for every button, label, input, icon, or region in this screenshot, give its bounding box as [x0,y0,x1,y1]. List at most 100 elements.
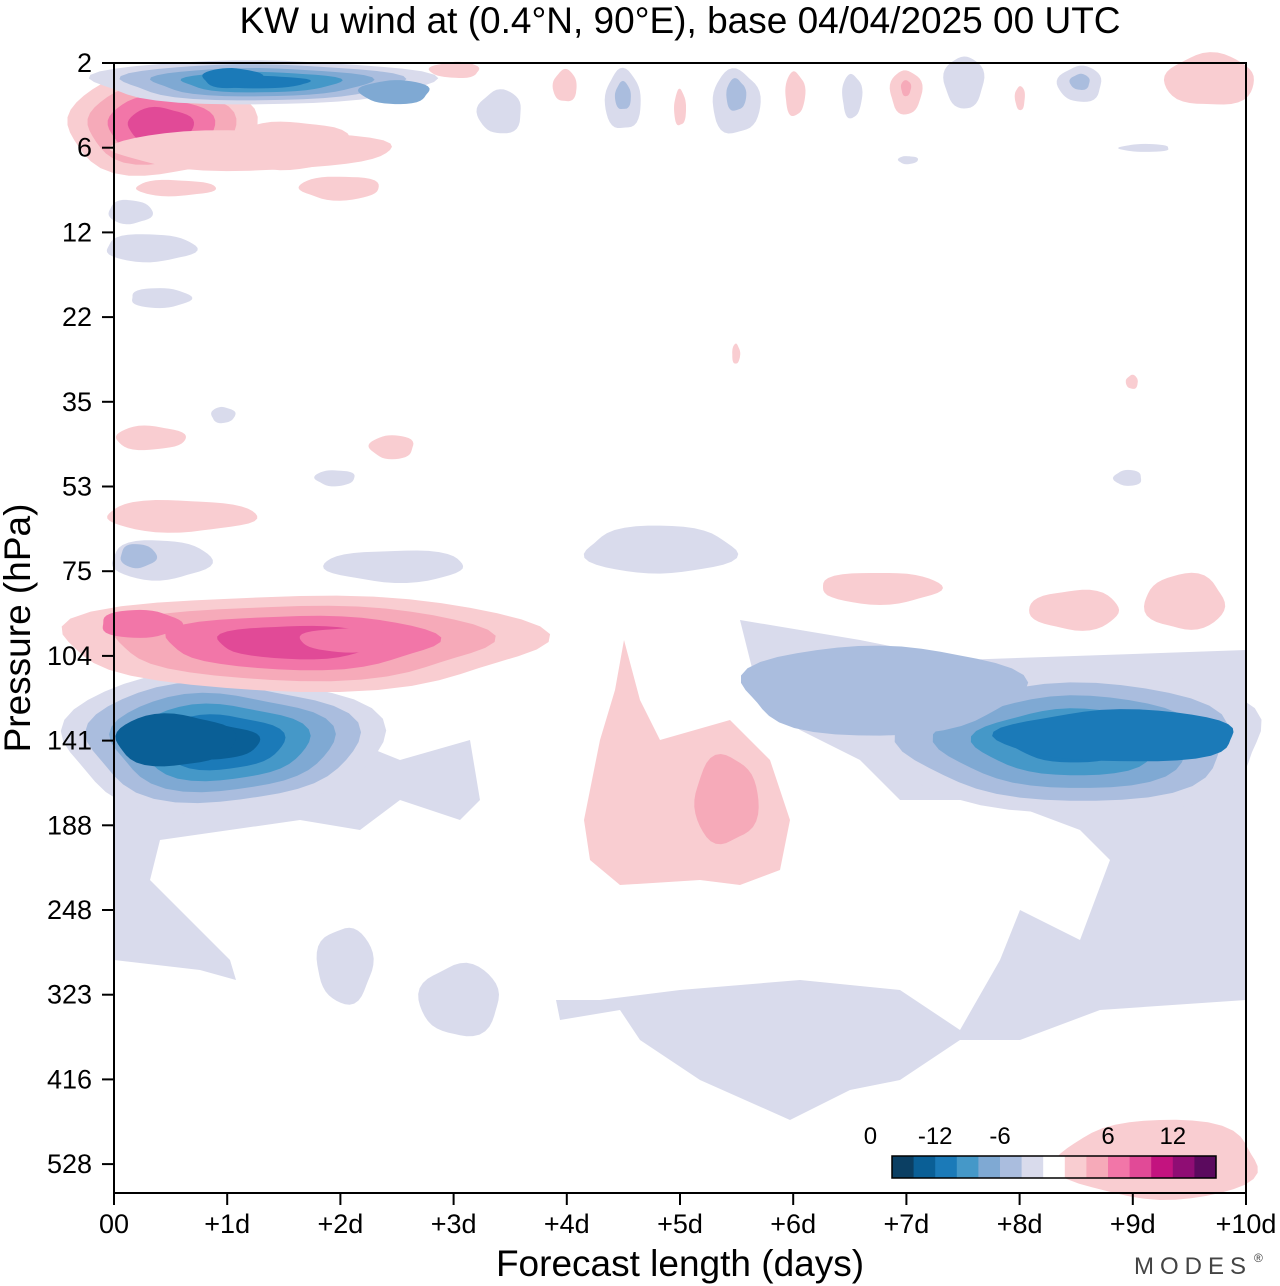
y-tick-label: 12 [62,217,92,247]
colorbar-cell [935,1156,958,1178]
colorbar-labels: -12 -6 0 6 12 [864,1123,1186,1150]
contour-blob [115,713,237,767]
contour-blob [1069,73,1090,90]
colorbar-cell [1151,1156,1174,1178]
contour-blob [842,73,863,119]
contour-blob [368,435,414,460]
colorbar-cell [1000,1156,1023,1178]
contour-blob [115,425,186,451]
y-tick-label: 141 [47,726,92,756]
contour-blob [732,343,741,364]
y-tick-label: 2 [77,48,92,78]
contour-blob [314,470,355,487]
contour-blob [694,754,759,845]
contour-blob [323,550,464,583]
contour-blob [741,645,1029,736]
colorbar-frame [891,1155,1217,1179]
colorbar-cell [1064,1156,1087,1178]
contour-blob [202,68,264,89]
contour-blob [211,406,236,424]
contour-blob [726,78,747,111]
x-tick-label: +5d [657,1209,703,1239]
x-tick-label: +7d [883,1209,929,1239]
contour-blob [298,176,379,201]
y-tick-label: 75 [62,556,92,586]
y-axis-ticks: 2 6 12 22 35 53 75 104 141 188 248 323 416 528 [47,48,114,1179]
x-axis-ticks: 00 +1d +2d +3d +4d +5d +6d +7d +8d +9d +10d [99,1193,1276,1239]
contour-blob [1163,52,1254,105]
y-tick-label: 248 [47,895,92,925]
x-tick-label: 00 [99,1209,129,1239]
registered-mark: ® [1254,1251,1263,1265]
contour-blob [102,609,184,638]
plot-area: 2 6 12 22 35 53 75 104 141 188 248 323 416 528 00 +1d +… [47,48,1276,1239]
contour-blob [900,80,912,97]
contour-blob [1029,589,1120,631]
contour-blob [132,288,193,309]
y-tick-label: 22 [62,302,92,332]
contour-blob [136,179,216,197]
contour-blob [120,544,158,569]
colorbar-cell [1086,1156,1109,1178]
contour-blob [552,68,577,102]
chart-title: KW u wind at (0.4°N, 90°E), base 04/04/2… [239,0,1120,41]
contour-blob [1014,86,1025,111]
contour-blob [476,89,521,134]
colorbar: -12 -6 0 6 12 [864,1123,1217,1179]
contour-blob [107,500,258,533]
y-tick-label: 323 [47,980,92,1010]
colorbar-cell [1108,1156,1131,1178]
contour-blob [992,709,1234,762]
y-tick-label: 528 [47,1149,92,1179]
x-axis-title: Forecast length (days) [496,1243,864,1284]
contour-fill-layer [60,52,1262,1200]
x-tick-label: +6d [770,1209,816,1239]
contour-blob [674,88,686,126]
y-tick-label: 188 [47,810,92,840]
y-tick-label: 53 [62,472,92,502]
contour-blob [418,962,499,1037]
modes-brand-logo: MODES [1134,1253,1252,1280]
colorbar-cell [1129,1156,1152,1178]
contour-blob [106,234,198,263]
contour-blob [108,199,153,225]
colorbar-tick-label: 6 [1101,1123,1114,1150]
contour-blob [1112,469,1142,486]
colorbar-cell [1194,1156,1217,1178]
y-tick-label: 35 [62,387,92,417]
contour-blob [299,628,391,653]
colorbar-cell [956,1156,979,1178]
colorbar-tick-label: -12 [918,1123,953,1150]
colorbar-tick-label: 12 [1159,1123,1186,1150]
colorbar-cell [892,1156,915,1178]
colorbar-cell [1172,1156,1195,1178]
colorbar-cell [978,1156,1001,1178]
x-tick-label: +10d [1216,1209,1277,1239]
contour-blob [943,56,985,109]
x-tick-label: +9d [1110,1209,1156,1239]
colorbar-tick-label: 0 [864,1123,877,1150]
contour-blob [785,71,806,116]
y-tick-label: 6 [77,133,92,163]
y-tick-label: 416 [47,1064,92,1094]
colorbar-cell [1021,1156,1044,1178]
contour-blob [614,80,631,109]
colorbar-cell [1043,1156,1066,1178]
y-tick-label: 104 [47,641,92,671]
contour-blob [1125,374,1138,389]
contour-blob [428,61,480,78]
x-tick-label: +2d [317,1209,363,1239]
contour-blob [228,121,351,171]
contour-blob [357,80,430,105]
x-tick-label: +1d [204,1209,250,1239]
contour-blob [583,525,739,574]
contour-blob [1144,572,1226,630]
colorbar-tick-label: -6 [989,1123,1010,1150]
x-tick-label: +4d [544,1209,590,1239]
contour-blob [1118,143,1169,152]
x-tick-label: +3d [431,1209,477,1239]
x-tick-label: +8d [997,1209,1043,1239]
colorbar-cells [892,1156,1217,1178]
contour-blob [823,573,943,605]
